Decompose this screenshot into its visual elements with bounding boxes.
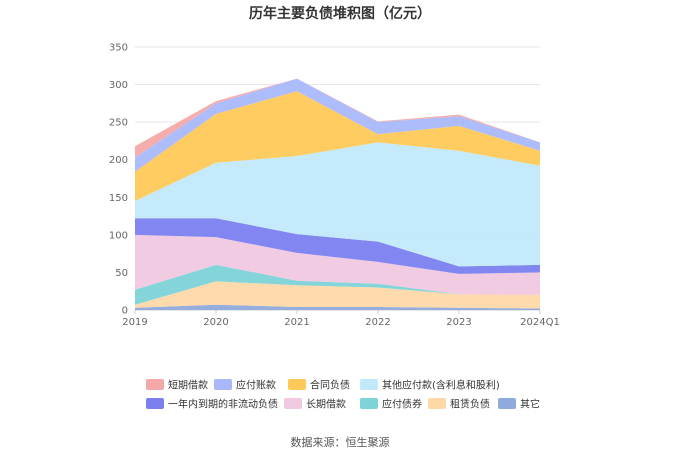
area-series-2 <box>135 264 540 305</box>
y-tick-label: 50 <box>115 268 128 279</box>
x-tick-label: 2019 <box>122 317 147 328</box>
x-tick-label: 2024Q1 <box>520 317 560 328</box>
legend-swatch <box>360 379 378 390</box>
x-tick-label: 2021 <box>284 317 309 328</box>
legend-label: 合同负债 <box>310 379 350 392</box>
y-tick-label: 0 <box>122 306 128 317</box>
x-tick-label: 2023 <box>446 317 471 328</box>
area-series-4 <box>135 218 540 274</box>
source-note: 数据来源：恒生聚源 <box>291 435 390 449</box>
legend-label: 租赁负债 <box>450 398 490 411</box>
legend-label: 短期借款 <box>168 379 208 392</box>
x-tick-label: 2022 <box>365 317 390 328</box>
y-axis: 0 50 100 150 200 250 300 350 <box>109 43 128 317</box>
legend-swatch <box>214 379 232 390</box>
y-tick-label: 100 <box>109 230 128 241</box>
legend-swatch <box>146 379 164 390</box>
area-series-5 <box>135 142 540 267</box>
y-tick-label: 300 <box>109 80 128 91</box>
x-tick-label: 2020 <box>203 317 228 328</box>
legend-swatch <box>428 398 446 409</box>
area-series <box>135 78 540 310</box>
area-series-3 <box>135 234 540 295</box>
chart-title: 历年主要负债堆积图（亿元） <box>249 5 431 22</box>
y-tick-label: 150 <box>109 193 128 204</box>
area-series-0 <box>135 304 540 310</box>
area-series-6 <box>135 91 540 201</box>
legend-label: 长期借款 <box>306 398 346 411</box>
legend-label: 其它 <box>520 398 540 411</box>
legend-swatch <box>146 398 164 409</box>
y-tick-label: 200 <box>109 155 128 166</box>
x-axis: 2019 2020 2021 2022 2023 2024Q1 <box>122 310 560 328</box>
area-series-1 <box>135 281 540 309</box>
legend-swatch <box>498 398 516 409</box>
legend-swatch <box>284 398 302 409</box>
legend-swatch <box>360 398 378 409</box>
legend: 短期借款 应付账款 合同负债 其他应付款(含利息和股利) 一年内到期的非流动负债 长期借款… <box>146 379 540 411</box>
y-tick-label: 350 <box>109 43 128 54</box>
legend-label: 应付债券 <box>382 398 422 411</box>
legend-swatch <box>288 379 306 390</box>
legend-label: 其他应付款(含利息和股利) <box>382 379 500 392</box>
legend-label: 应付账款 <box>236 379 276 392</box>
legend-label: 一年内到期的非流动负债 <box>168 398 278 411</box>
y-tick-label: 250 <box>109 118 128 129</box>
area-series-7 <box>135 78 540 172</box>
